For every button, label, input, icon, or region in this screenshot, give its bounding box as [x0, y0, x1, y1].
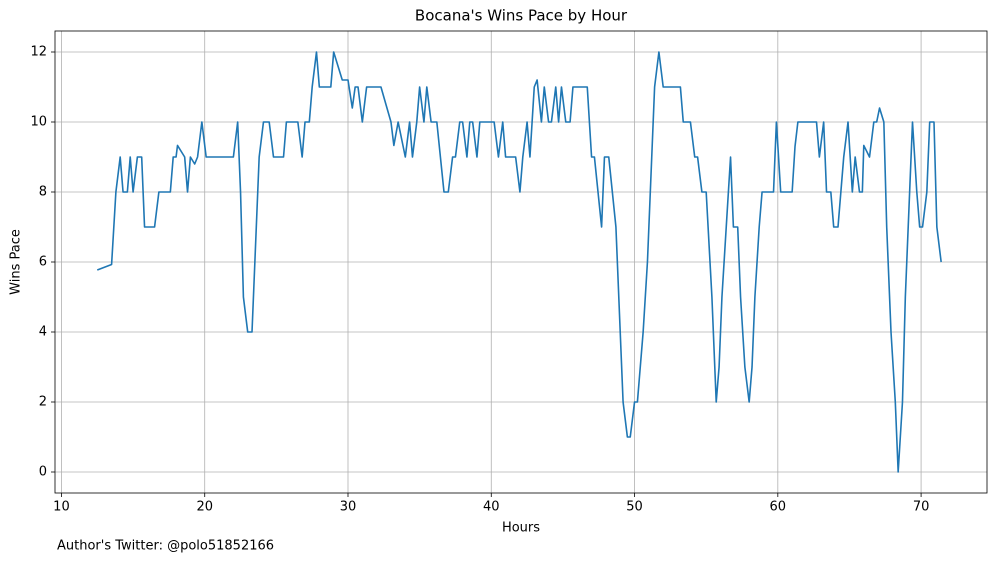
y-tick-label: 12 [30, 45, 47, 60]
y-tick-label: 10 [30, 115, 47, 130]
plot-frame [54, 30, 988, 494]
y-tick-label: 2 [39, 395, 47, 410]
chart-title: Bocana's Wins Pace by Hour [415, 7, 628, 25]
x-tick-label: 40 [483, 500, 500, 515]
x-axis-label: Hours [502, 521, 540, 536]
x-tick-label: 70 [913, 500, 930, 515]
y-tick-label: 4 [39, 325, 47, 340]
x-tick-label: 30 [340, 500, 357, 515]
y-tick-label: 8 [39, 185, 47, 200]
y-tick-label: 6 [39, 255, 47, 270]
x-tick-label: 50 [626, 500, 643, 515]
footnote: Author's Twitter: @polo51852166 [57, 539, 274, 554]
data-line [96, 51, 942, 473]
x-tick-label: 60 [770, 500, 787, 515]
y-axis-label: Wins Pace [9, 229, 24, 295]
x-tick-label: 20 [196, 500, 213, 515]
x-tick-label: 10 [53, 500, 70, 515]
y-tick-label: 0 [39, 465, 47, 480]
